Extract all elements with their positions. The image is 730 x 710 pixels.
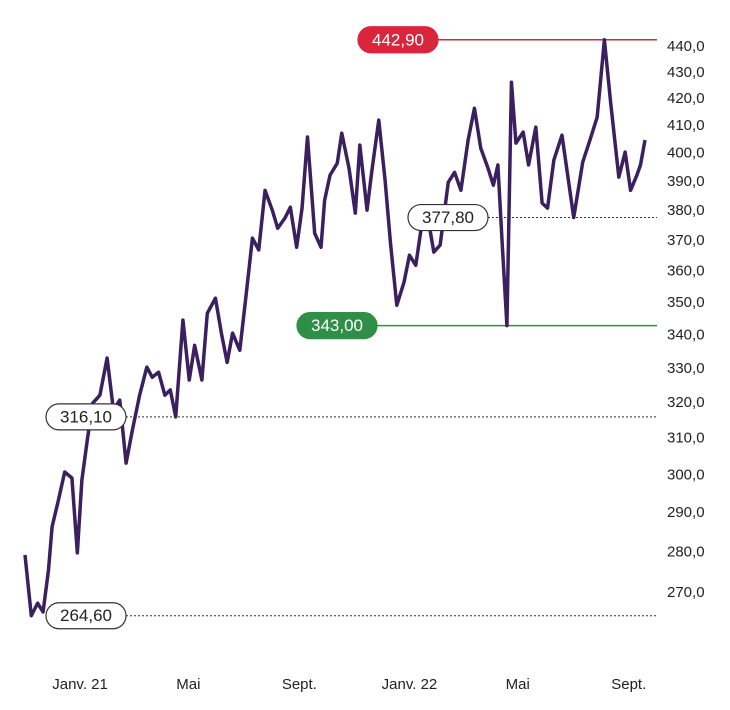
y-tick-label: 390,0 (667, 173, 705, 190)
reference-pill (45, 602, 127, 630)
reference-pill (45, 403, 127, 431)
y-tick-label: 280,0 (667, 543, 705, 560)
x-tick-label: Janv. 22 (382, 676, 438, 693)
y-tick-label: 380,0 (667, 202, 705, 219)
x-tick-label: Sept. (611, 676, 646, 693)
reference-label: 264,60 (60, 606, 112, 625)
y-tick-label: 370,0 (667, 232, 705, 249)
y-tick-label: 360,0 (667, 262, 705, 279)
x-tick-label: Mai (176, 676, 200, 693)
x-tick-label: Janv. 21 (52, 676, 108, 693)
reference-label: 442,90 (372, 30, 424, 49)
y-tick-label: 270,0 (667, 584, 705, 601)
reference-label: 343,00 (311, 316, 363, 335)
y-tick-label: 430,0 (667, 64, 705, 81)
reference-label: 377,80 (422, 208, 474, 227)
reference-label: 316,10 (60, 407, 112, 426)
y-tick-label: 310,0 (667, 430, 705, 447)
y-tick-label: 330,0 (667, 360, 705, 377)
y-tick-label: 400,0 (667, 145, 705, 162)
line (23, 38, 647, 618)
y-tick-label: 440,0 (667, 38, 705, 55)
y-tick-label: 300,0 (667, 466, 705, 483)
reference-pill (357, 26, 439, 54)
y-tick-label: 410,0 (667, 117, 705, 134)
reference-pill (407, 203, 489, 232)
y-tick-label: 350,0 (667, 294, 705, 311)
y-tick-label: 320,0 (667, 394, 705, 411)
reference-pill (296, 311, 378, 340)
y-tick-label: 340,0 (667, 326, 705, 343)
x-tick-label: Mai (506, 676, 530, 693)
x-tick-label: Sept. (282, 676, 317, 693)
y-tick-label: 420,0 (667, 90, 705, 107)
y-tick-label: 290,0 (667, 504, 705, 521)
